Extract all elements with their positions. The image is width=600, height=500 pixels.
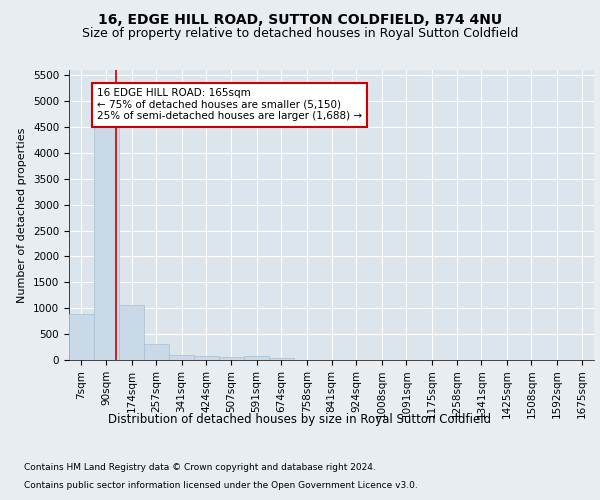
Text: Contains HM Land Registry data © Crown copyright and database right 2024.: Contains HM Land Registry data © Crown c… [24, 462, 376, 471]
Text: Size of property relative to detached houses in Royal Sutton Coldfield: Size of property relative to detached ho… [82, 28, 518, 40]
Text: 16, EDGE HILL ROAD, SUTTON COLDFIELD, B74 4NU: 16, EDGE HILL ROAD, SUTTON COLDFIELD, B7… [98, 12, 502, 26]
Bar [244, 356, 269, 360]
Bar [169, 355, 194, 360]
Bar [119, 304, 144, 360]
Y-axis label: Number of detached properties: Number of detached properties [17, 128, 28, 302]
Bar [194, 356, 218, 360]
Bar [219, 357, 244, 360]
Bar [269, 358, 293, 360]
Bar [144, 344, 169, 360]
Bar [94, 124, 119, 360]
Text: 16 EDGE HILL ROAD: 165sqm
← 75% of detached houses are smaller (5,150)
25% of se: 16 EDGE HILL ROAD: 165sqm ← 75% of detac… [97, 88, 362, 122]
Text: Contains public sector information licensed under the Open Government Licence v3: Contains public sector information licen… [24, 481, 418, 490]
Bar [69, 314, 94, 360]
Text: Distribution of detached houses by size in Royal Sutton Coldfield: Distribution of detached houses by size … [109, 412, 491, 426]
